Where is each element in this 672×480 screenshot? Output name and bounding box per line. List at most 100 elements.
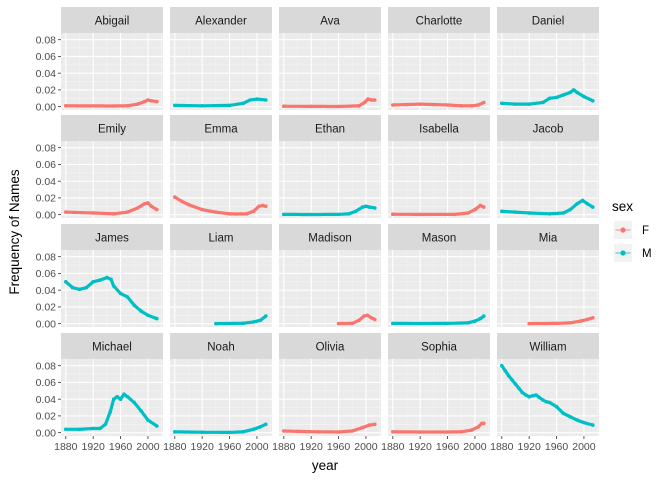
data-point — [77, 287, 82, 292]
x-tick-label: 1920 — [190, 441, 214, 453]
data-point — [500, 209, 504, 214]
data-point — [115, 394, 119, 399]
data-point — [64, 427, 68, 432]
data-point — [561, 211, 566, 215]
data-point — [510, 378, 514, 382]
data-point — [214, 321, 218, 326]
data-point — [568, 321, 572, 325]
data-point — [227, 103, 232, 108]
x-axis-ticks: 1880 1920 1960 2000 1880 1920 1960 2000 1880 1920… — [54, 436, 596, 453]
facet-panel-madison: Madison — [279, 224, 381, 327]
facet-strip — [170, 224, 272, 250]
y-tick-label: 0.02 — [36, 411, 57, 423]
data-point — [391, 212, 395, 216]
legend-label-f: F — [642, 225, 649, 237]
facet-panel-isabella: Isabella — [388, 115, 490, 218]
y-tick-label: 0.06 — [36, 268, 57, 280]
facet-panel-mason: Mason — [388, 224, 490, 327]
facet-strip — [279, 333, 381, 359]
data-point — [503, 368, 508, 373]
y-tick-label: 0.02 — [36, 85, 57, 97]
data-point — [585, 202, 590, 206]
data-point — [527, 394, 531, 399]
data-point — [142, 99, 147, 104]
data-point — [534, 393, 538, 397]
data-point — [585, 317, 590, 322]
data-point — [547, 212, 552, 216]
data-point — [64, 210, 68, 214]
data-point — [500, 101, 504, 106]
facet-strip — [497, 115, 599, 141]
panel-background — [279, 33, 381, 110]
facet-panel-olivia: Olivia — [279, 333, 381, 436]
data-point — [591, 99, 595, 103]
data-point — [547, 400, 552, 405]
y-tick-label: 0.06 — [36, 377, 57, 389]
data-point — [524, 393, 528, 397]
data-point — [591, 423, 595, 427]
data-point — [257, 204, 261, 209]
data-point — [251, 209, 256, 214]
data-point — [173, 103, 177, 108]
data-point — [476, 103, 481, 107]
y-tick-label: 0.08 — [36, 360, 57, 372]
data-point — [418, 321, 423, 326]
data-point — [227, 430, 232, 435]
x-tick-label: 1880 — [272, 441, 296, 453]
facet-strip-label: James — [95, 233, 129, 245]
data-point — [391, 430, 395, 434]
facet-strip-label: Emily — [98, 124, 126, 136]
data-point — [554, 95, 559, 100]
data-point — [200, 430, 204, 435]
legend-label-m: M — [642, 248, 652, 260]
data-point — [350, 321, 355, 326]
y-tick-label: 0.00 — [36, 209, 57, 221]
facet-panel-ava: Ava — [279, 7, 381, 110]
data-point — [350, 429, 355, 433]
facet-panel-alexander: Alexander — [170, 7, 272, 110]
facet-strip-label: Olivia — [316, 342, 345, 354]
x-tick-label: 1960 — [545, 441, 569, 453]
y-axis-title: Frequency of Names — [7, 169, 22, 295]
data-point — [149, 99, 154, 103]
data-point — [149, 204, 154, 209]
data-point — [466, 211, 470, 215]
data-point — [513, 210, 518, 214]
series-line-liam — [214, 314, 268, 326]
data-point — [122, 392, 126, 397]
panel-background — [388, 359, 490, 436]
data-point — [445, 103, 450, 107]
data-point — [541, 100, 545, 105]
x-tick-label: 2000 — [354, 441, 378, 453]
data-point — [227, 212, 232, 216]
facet-panel-william: William — [497, 333, 599, 436]
y-tick-label: 0.00 — [36, 427, 57, 439]
series-line-abigail — [64, 98, 159, 108]
y-tick-label: 0.02 — [36, 193, 57, 205]
data-point — [391, 321, 395, 326]
panel-background — [279, 250, 381, 327]
facet-strip-label: Emma — [204, 124, 238, 136]
facet-strip-label: Mia — [539, 233, 558, 245]
data-point — [258, 318, 263, 323]
data-point — [77, 427, 82, 432]
data-point — [155, 207, 159, 212]
panel-background — [497, 250, 599, 327]
data-point — [527, 321, 531, 326]
data-point — [547, 96, 552, 101]
data-point — [155, 99, 159, 104]
data-point — [362, 314, 366, 318]
data-point — [214, 210, 218, 214]
data-point — [108, 409, 113, 414]
x-tick-label: 1880 — [163, 441, 187, 453]
y-tick-label: 0.04 — [36, 285, 57, 297]
data-point — [575, 418, 579, 422]
facet-strip — [388, 115, 490, 141]
data-point — [591, 316, 595, 320]
facet-panel-daniel: Daniel — [497, 7, 599, 110]
series-line-emily — [64, 201, 159, 216]
data-point — [179, 199, 184, 204]
facet-panel-mia: Mia — [497, 224, 599, 327]
y-tick-label: 0.04 — [36, 394, 57, 406]
data-point — [64, 104, 68, 108]
